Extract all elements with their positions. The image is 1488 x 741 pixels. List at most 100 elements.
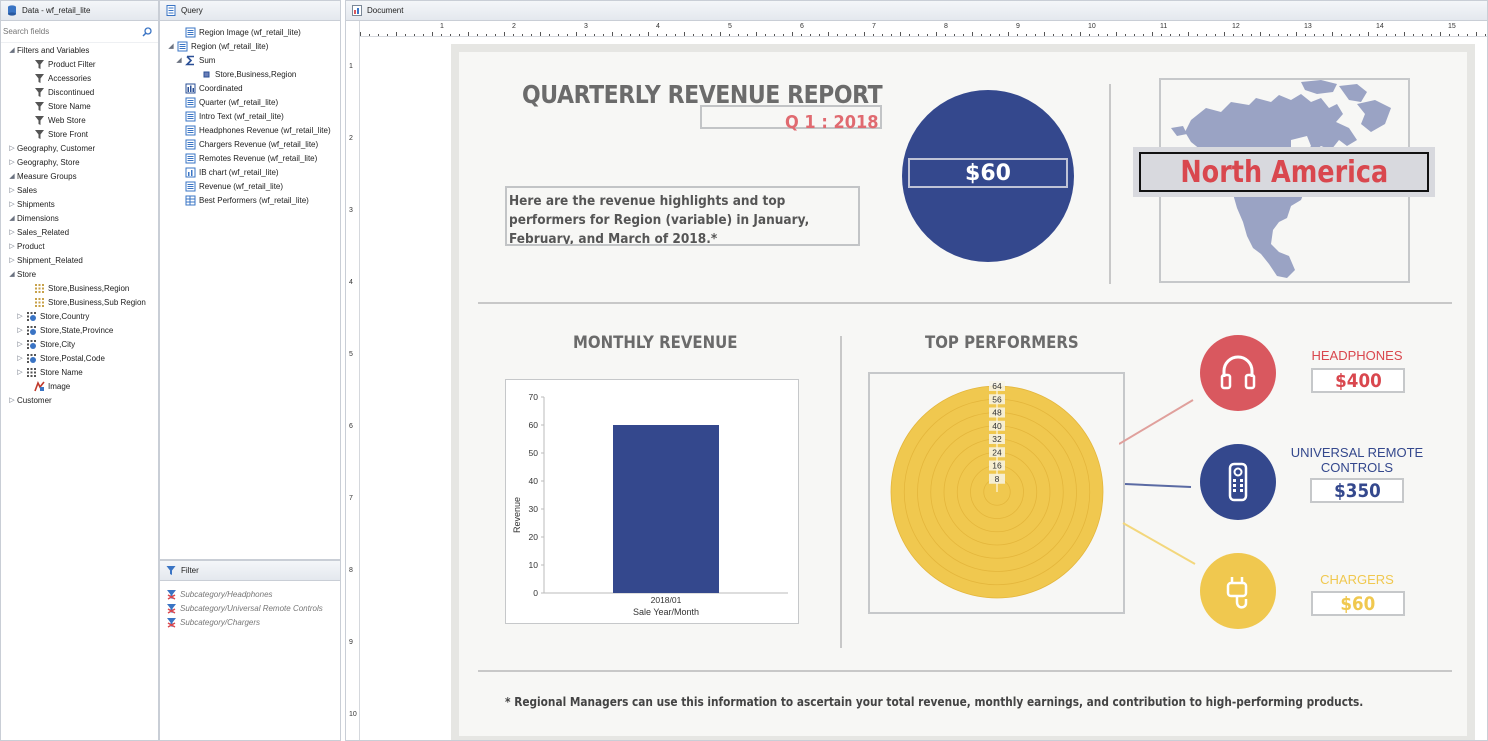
query-tree-item[interactable]: Chargers Revenue (wf_retail_lite)	[160, 137, 340, 151]
data-tree-item[interactable]: ▷ Customer	[1, 393, 158, 407]
intro-text-frame[interactable]: Here are the revenue highlights and top …	[505, 186, 860, 246]
query-tree-item[interactable]: Coordinated	[160, 81, 340, 95]
data-tree-item[interactable]: Store Name	[1, 99, 158, 113]
remotes-connector	[1124, 483, 1192, 488]
headphones-label[interactable]: HEADPHONES	[1311, 348, 1403, 363]
query-tree-item[interactable]: Quarter (wf_retail_lite)	[160, 95, 340, 109]
expand-caret-icon[interactable]: ▷	[9, 201, 15, 208]
ruler-tick	[459, 34, 460, 36]
expand-caret-icon[interactable]: ◢	[9, 271, 15, 278]
query-tree-item[interactable]: ◢ Region (wf_retail_lite)	[160, 39, 340, 53]
data-tree-item[interactable]: Discontinued	[1, 85, 158, 99]
search-fields-input[interactable]	[3, 27, 133, 36]
data-tree-item[interactable]: ▷ Sales	[1, 183, 158, 197]
data-tree-item[interactable]: Store,Business,Region	[1, 281, 158, 295]
total-revenue-circle[interactable]: $60	[902, 90, 1074, 262]
data-tree-item[interactable]: ◢ Filters and Variables	[1, 43, 158, 57]
search-icon[interactable]	[142, 26, 152, 37]
ruler-tick	[945, 34, 946, 36]
chargers-value[interactable]: $60	[1311, 591, 1405, 616]
filter-item[interactable]: Subcategory/Universal Remote Controls	[160, 601, 340, 615]
query-tree-item[interactable]: Intro Text (wf_retail_lite)	[160, 109, 340, 123]
data-tree-item[interactable]: ▷ Store,City	[1, 337, 158, 351]
data-tree-item[interactable]: Image	[1, 379, 158, 393]
expand-caret-icon[interactable]: ▷	[17, 327, 23, 334]
query-tree-item[interactable]: Store,Business,Region	[160, 67, 340, 81]
expand-caret-icon[interactable]: ▷	[17, 369, 23, 376]
query-tree-item[interactable]: Revenue (wf_retail_lite)	[160, 179, 340, 193]
expand-caret-icon[interactable]: ▷	[9, 159, 15, 166]
ruler-tick	[1242, 34, 1243, 36]
data-tree-item[interactable]: Store Front	[1, 127, 158, 141]
data-panel-header: Data - wf_retail_lite	[1, 1, 158, 21]
expand-caret-icon[interactable]: ◢	[176, 57, 182, 64]
data-tree-item[interactable]: Accessories	[1, 71, 158, 85]
data-tree-item[interactable]: Web Store	[1, 113, 158, 127]
expand-caret-icon[interactable]: ▷	[17, 355, 23, 362]
data-tree-item[interactable]: ▷ Store Name	[1, 365, 158, 379]
expand-caret-icon[interactable]: ▷	[9, 145, 15, 152]
report-title[interactable]: QUARTERLY REVENUE REPORT	[522, 80, 883, 109]
total-revenue-amount[interactable]: $60	[908, 158, 1068, 188]
expand-caret-icon[interactable]: ◢	[9, 173, 15, 180]
chargers-circle[interactable]	[1200, 553, 1276, 629]
query-tree-item[interactable]: Best Performers (wf_retail_lite)	[160, 193, 340, 207]
data-tree-item[interactable]: ▷ Store,State,Province	[1, 323, 158, 337]
data-tree-item[interactable]: ▷ Shipment_Related	[1, 253, 158, 267]
ruler-tick	[1134, 34, 1135, 36]
vertical-ruler: 1 2 3 4 5 6 7 8 9 10	[346, 21, 360, 740]
expand-caret-icon[interactable]: ▷	[17, 313, 23, 320]
ruler-tick	[387, 34, 388, 36]
region-label[interactable]: North America	[1139, 152, 1429, 192]
expand-caret-icon[interactable]: ◢	[168, 43, 174, 50]
remotes-circle[interactable]	[1200, 444, 1276, 520]
footnote[interactable]: * Regional Managers can use this informa…	[505, 695, 1364, 709]
data-tree-item[interactable]: ▷ Store,Country	[1, 309, 158, 323]
top-performers-title[interactable]: TOP PERFORMERS	[925, 333, 1079, 353]
ruler-tick	[495, 34, 496, 36]
data-tree-item[interactable]: Store,Business,Sub Region	[1, 295, 158, 309]
remotes-label[interactable]: UNIVERSAL REMOTE CONTROLS	[1290, 445, 1424, 475]
filter-item[interactable]: Subcategory/Headphones	[160, 587, 340, 601]
expand-caret-icon[interactable]: ▷	[9, 187, 15, 194]
expand-caret-icon[interactable]: ▷	[9, 243, 15, 250]
filter-item[interactable]: Subcategory/Chargers	[160, 615, 340, 629]
query-tree-item[interactable]: ◢ Sum	[160, 53, 340, 67]
data-tree-item[interactable]: ▷ Shipments	[1, 197, 158, 211]
remotes-value[interactable]: $350	[1310, 478, 1404, 503]
region-label-frame[interactable]: North America	[1133, 147, 1435, 197]
query-tree-item[interactable]: Headphones Revenue (wf_retail_lite)	[160, 123, 340, 137]
monthly-revenue-chart[interactable]: 0 10 20 30 40 50 60 70 2018/01 Sale Year/Month Rev…	[505, 379, 799, 624]
data-tree-item[interactable]: Product Filter	[1, 57, 158, 71]
document-canvas: QUARTERLY REVENUE REPORT Q 1 : 2018 Here…	[361, 38, 1487, 740]
query-tree-item[interactable]: Remotes Revenue (wf_retail_lite)	[160, 151, 340, 165]
data-tree-item[interactable]: ▷ Geography, Customer	[1, 141, 158, 155]
ruler-tick	[576, 32, 577, 36]
top-performers-chart[interactable]: 8 16 24 32 40 48 56 64	[868, 372, 1125, 614]
expand-caret-icon[interactable]: ◢	[9, 47, 15, 54]
data-tree-item[interactable]: ◢ Measure Groups	[1, 169, 158, 183]
expand-caret-icon[interactable]: ◢	[9, 215, 15, 222]
ruler-tick	[1341, 34, 1342, 36]
data-tree-item[interactable]: ▷ Store,Postal,Code	[1, 351, 158, 365]
data-tree-item[interactable]: ◢ Store	[1, 267, 158, 281]
data-tree-item-label: Store,Business,Region	[48, 283, 130, 293]
quarter-label[interactable]: Q 1 : 2018	[785, 112, 879, 133]
data-tree-item[interactable]: ▷ Product	[1, 239, 158, 253]
headphones-circle[interactable]	[1200, 335, 1276, 411]
headphones-value[interactable]: $400	[1311, 368, 1405, 393]
data-tree-item[interactable]: ▷ Geography, Store	[1, 155, 158, 169]
monthly-revenue-title[interactable]: MONTHLY REVENUE	[573, 333, 738, 353]
expand-caret-icon[interactable]: ▷	[9, 257, 15, 264]
expand-caret-icon[interactable]: ▷	[9, 229, 15, 236]
query-tree-item[interactable]: IB chart (wf_retail_lite)	[160, 165, 340, 179]
query-tree-item-label: Region Image (wf_retail_lite)	[199, 27, 301, 37]
quarter-frame[interactable]	[700, 105, 882, 129]
chargers-label[interactable]: CHARGERS	[1320, 572, 1394, 587]
expand-caret-icon[interactable]: ▷	[9, 397, 15, 404]
data-tree-item[interactable]: ▷ Sales_Related	[1, 225, 158, 239]
expand-caret-icon[interactable]: ▷	[17, 341, 23, 348]
data-tree-item-label: Image	[48, 381, 71, 391]
data-tree-item[interactable]: ◢ Dimensions	[1, 211, 158, 225]
query-tree-item[interactable]: Region Image (wf_retail_lite)	[160, 25, 340, 39]
